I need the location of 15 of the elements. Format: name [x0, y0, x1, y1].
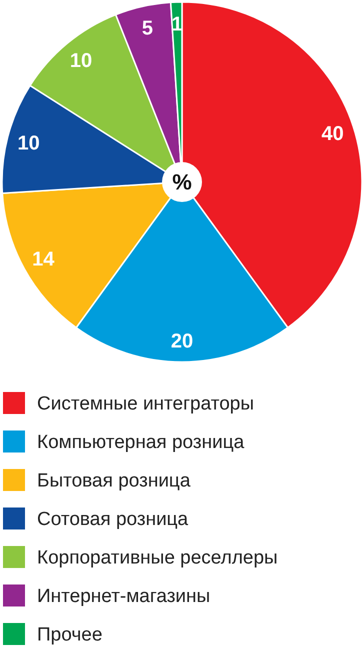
data-label: 14: [32, 248, 56, 270]
legend-label: Корпоративные реселлеры: [37, 548, 278, 569]
legend-label: Системные интеграторы: [37, 394, 254, 415]
legend-label: Прочее: [37, 624, 102, 646]
text: %: [172, 170, 192, 195]
legend-label: Бытовая розница: [37, 470, 191, 492]
data-label: 40: [322, 123, 344, 146]
legend-label: Сотовая розница: [37, 509, 189, 530]
data-label: 5: [142, 17, 154, 40]
data-label: 10: [17, 132, 40, 155]
legend-label: Интернет-магазины: [37, 586, 210, 608]
data-label: 10: [70, 50, 92, 72]
data-label: 1: [171, 14, 183, 36]
legend-label: Компьютерная розница: [37, 432, 245, 454]
data-label: 20: [170, 330, 194, 352]
